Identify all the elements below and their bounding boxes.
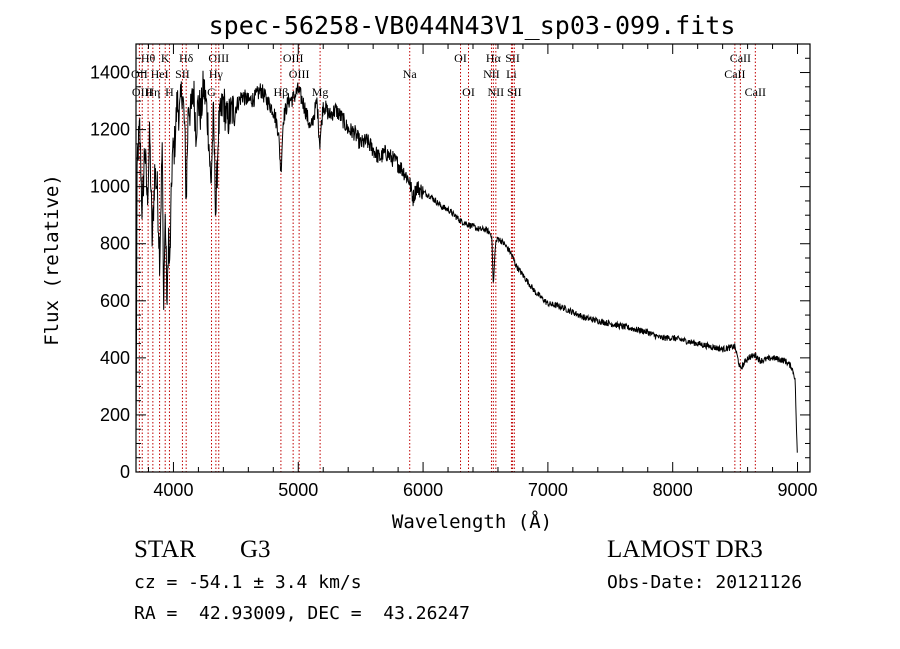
line-label: OII <box>131 67 148 81</box>
coordinates: RA = 42.93009, DEC = 43.26247 <box>134 603 470 624</box>
line-label: OIII <box>132 85 153 99</box>
object-subclass: G3 <box>240 536 271 563</box>
line-label: Li <box>506 67 517 81</box>
line-label: Mg <box>312 85 329 99</box>
x-tick-label: 5000 <box>278 480 318 500</box>
y-tick-label: 800 <box>100 234 130 254</box>
x-tick-label: 9000 <box>777 480 817 500</box>
y-tick-label: 0 <box>120 462 130 482</box>
y-tick-label: 1400 <box>90 63 130 83</box>
line-label: Hγ <box>209 67 224 81</box>
line-label: Hη <box>145 85 160 99</box>
obs-date: Obs-Date: 20121126 <box>607 572 803 593</box>
line-label: HeI <box>151 67 169 81</box>
y-tick-label: 600 <box>100 291 130 311</box>
x-tick-label: 7000 <box>528 480 568 500</box>
x-tick-label: 4000 <box>153 480 193 500</box>
line-label: Na <box>403 67 418 81</box>
line-label: OI <box>454 51 467 65</box>
y-tick-label: 400 <box>100 348 130 368</box>
line-label: OI <box>462 85 475 99</box>
y-tick-label: 1200 <box>90 120 130 140</box>
line-label: Hβ <box>274 85 289 99</box>
line-label: SII <box>505 51 520 65</box>
x-tick-label: 6000 <box>403 480 443 500</box>
line-label: OIII <box>289 67 310 81</box>
object-class: STAR <box>134 536 196 563</box>
spectrum-line <box>135 70 798 453</box>
spectrum-series <box>135 70 798 453</box>
chart-title: spec-56258-VB044N43V1_sp03-099.fits <box>209 11 736 40</box>
line-label: OIII <box>208 51 229 65</box>
line-label: Hθ <box>141 51 156 65</box>
line-label: H <box>165 85 174 99</box>
line-label: SII <box>175 67 190 81</box>
plot-axes: 4000 5000 6000 7000 8000 9000 0 200 400 600 800 100… <box>90 43 818 500</box>
y-axis-label: Flux (relative) <box>41 174 63 346</box>
x-tick-label: 8000 <box>653 480 693 500</box>
line-label: CaII <box>724 67 745 81</box>
line-label: NII <box>483 67 500 81</box>
y-tick-label: 1000 <box>90 177 130 197</box>
line-label: SII <box>507 85 522 99</box>
line-label: CaII <box>745 85 766 99</box>
line-label: CaII <box>730 51 751 65</box>
y-tick-label: 200 <box>100 405 130 425</box>
x-axis-label: Wavelength (Å) <box>392 510 552 533</box>
survey-name: LAMOST DR3 <box>607 536 763 563</box>
line-label: G <box>207 85 216 99</box>
line-label: Hα <box>486 51 502 65</box>
line-label: NII <box>488 85 505 99</box>
line-label: OIII <box>283 51 304 65</box>
line-label: K <box>161 51 170 65</box>
line-label: Hδ <box>179 51 194 65</box>
redshift-value: cz = -54.1 ± 3.4 km/s <box>134 572 362 593</box>
